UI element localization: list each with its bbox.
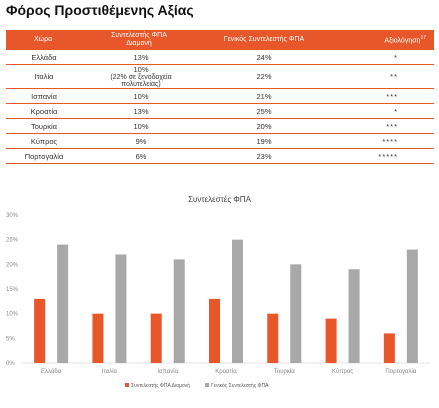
- cell-general-rate: 23%: [194, 148, 334, 164]
- cell-rating: *: [334, 103, 434, 119]
- cell-accommodation-rate: 9%: [84, 133, 194, 149]
- accommodation-rate-value: 6%: [135, 151, 147, 161]
- x-tick-label: Ιταλία: [102, 369, 118, 375]
- accommodation-rate-value: 10%: [133, 91, 149, 101]
- bar-general-rate: [348, 269, 360, 363]
- x-tick-label: Ισπανία: [157, 369, 178, 375]
- cell-general-rate: 24%: [194, 50, 334, 65]
- cell-rating: *****: [334, 148, 434, 164]
- x-tick-label: Κροατία: [215, 369, 237, 375]
- header-general-rate: Γενικός Συντελεστής ΦΠΑ: [194, 30, 334, 50]
- table-row: Τουρκία 10% 20% ***: [6, 118, 434, 134]
- x-tick-label: Κύπρος: [332, 369, 353, 375]
- y-tick-label: 0%: [6, 361, 15, 367]
- bar-general-rate: [290, 264, 302, 363]
- y-tick-label: 5%: [6, 336, 15, 342]
- chart-title: Συντελεστές ΦΠΑ: [188, 195, 251, 204]
- x-tick-label: Ελλάδα: [41, 368, 62, 375]
- y-tick-label: 10%: [6, 312, 19, 318]
- bar-accommodation-rate: [209, 298, 220, 363]
- bar-general-rate: [115, 254, 127, 363]
- bar-accommodation-rate: [150, 313, 162, 363]
- header-accommodation-rate: Συντελεστής ΦΠΑ Διαμονή: [84, 30, 194, 50]
- cell-rating: *: [334, 50, 434, 65]
- legend-label-general: Γενικός Συντελεστής ΦΠΑ: [211, 382, 269, 389]
- legend-label-accommodation: Συντελεστής ΦΠΑ Διαμονή: [131, 382, 190, 389]
- cell-accommodation-rate: 10%: [84, 88, 194, 104]
- header-country: Χώρα: [6, 30, 84, 50]
- table-row: Κροατία 13% 25% *: [6, 103, 434, 119]
- bar-general-rate: [57, 244, 69, 363]
- y-tick-label: 25%: [6, 238, 19, 244]
- table-body: Ελλάδα 13% 24% * Ιταλία 10% (22% σε ξενοδοχεία…: [6, 50, 434, 164]
- vat-bar-chart: 0% 5% 10% 15% 20% 25% 30% Ελλάδα Ιταλία Ισπανία Κρ…: [6, 213, 430, 389]
- legend-swatch-general: [205, 383, 209, 387]
- accommodation-rate-value: 10%: [133, 121, 149, 131]
- table-row: Κύπρος 9% 19% ****: [6, 133, 434, 149]
- cell-accommodation-rate: 6%: [84, 148, 194, 164]
- header-rating-footnote: 17: [420, 35, 426, 42]
- cell-rating: ***: [334, 88, 434, 104]
- cell-accommodation-rate: 13%: [84, 103, 194, 119]
- table-row: Πορτογαλία 6% 23% *****: [6, 148, 434, 164]
- bar-general-rate: [232, 239, 243, 363]
- cell-general-rate: 22%: [194, 64, 334, 89]
- y-tick-label: 15%: [6, 287, 19, 293]
- cell-country: Ιταλία: [6, 64, 84, 89]
- bar-accommodation-rate: [383, 333, 395, 363]
- cell-country: Κύπρος: [6, 133, 84, 149]
- cell-country: Πορτογαλία: [6, 148, 84, 164]
- cell-accommodation-rate: 10%: [84, 118, 194, 134]
- cell-country: Ισπανία: [6, 88, 84, 104]
- y-tick-label: 30%: [6, 213, 19, 219]
- cell-general-rate: 25%: [194, 103, 334, 119]
- page-title: Φόρος Προστιθέμενης Αξίας: [6, 2, 194, 18]
- accommodation-rate-value: 13%: [133, 52, 149, 62]
- cell-rating: ***: [334, 118, 434, 134]
- cell-country: Τουρκία: [6, 118, 84, 134]
- cell-general-rate: 21%: [194, 88, 334, 104]
- accommodation-rate-note: (22% σε ξενοδοχεία πολυτελείας): [110, 74, 172, 88]
- cell-country: Κροατία: [6, 103, 84, 119]
- table-row: Ισπανία 10% 21% ***: [6, 88, 434, 104]
- table-header-row: Χώρα Συντελεστής ΦΠΑ Διαμονή Γενικός Συν…: [6, 30, 434, 50]
- cell-general-rate: 19%: [194, 133, 334, 149]
- bar-accommodation-rate: [325, 318, 337, 363]
- cell-accommodation-rate: 10% (22% σε ξενοδοχεία πολυτελείας): [84, 64, 194, 89]
- cell-accommodation-rate: 13%: [84, 50, 194, 65]
- bar-accommodation-rate: [267, 313, 279, 363]
- cell-country: Ελλάδα: [6, 50, 84, 65]
- accommodation-rate-value: 13%: [133, 106, 149, 116]
- accommodation-rate-value: 10%: [133, 65, 149, 74]
- cell-rating: **: [334, 64, 434, 89]
- bar-general-rate: [406, 249, 418, 363]
- bar-accommodation-rate: [34, 298, 46, 363]
- cell-general-rate: 20%: [194, 118, 334, 134]
- header-rating: Αξιολόγηση17: [334, 30, 434, 50]
- header-rating-label: Αξιολόγηση: [384, 37, 421, 45]
- table-row: Ιταλία 10% (22% σε ξενοδοχεία πολυτελείας)…: [6, 64, 434, 89]
- vat-table: Χώρα Συντελεστής ΦΠΑ Διαμονή Γενικός Συν…: [6, 30, 434, 164]
- cell-rating: ****: [334, 133, 434, 149]
- y-tick-label: 20%: [6, 262, 19, 268]
- accommodation-rate-value: 9%: [135, 136, 147, 146]
- bar-general-rate: [173, 259, 185, 363]
- bar-accommodation-rate: [92, 313, 104, 363]
- legend-swatch-accommodation: [125, 383, 129, 387]
- x-tick-label: Τουρκία: [274, 369, 295, 375]
- table-row: Ελλάδα 13% 24% *: [6, 50, 434, 65]
- x-tick-label: Πορτογαλία: [385, 369, 416, 375]
